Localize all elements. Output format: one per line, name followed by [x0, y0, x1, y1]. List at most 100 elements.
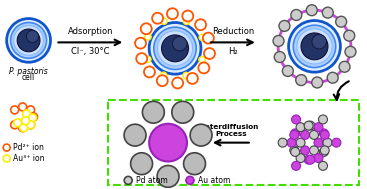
- Circle shape: [336, 16, 347, 27]
- Circle shape: [154, 27, 196, 70]
- Circle shape: [296, 138, 305, 147]
- Circle shape: [145, 56, 151, 63]
- Circle shape: [322, 7, 333, 18]
- Circle shape: [14, 119, 22, 127]
- Circle shape: [149, 22, 201, 74]
- Circle shape: [172, 77, 183, 88]
- Circle shape: [3, 155, 10, 162]
- Circle shape: [327, 72, 338, 83]
- Circle shape: [145, 34, 151, 40]
- Circle shape: [332, 138, 341, 147]
- Circle shape: [26, 121, 34, 129]
- Circle shape: [131, 153, 153, 175]
- Circle shape: [172, 36, 187, 51]
- Circle shape: [19, 103, 26, 111]
- Circle shape: [288, 21, 341, 72]
- Circle shape: [320, 130, 329, 139]
- Circle shape: [292, 115, 301, 124]
- Circle shape: [199, 57, 205, 63]
- Text: Interdiffusion
Process: Interdiffusion Process: [203, 124, 259, 137]
- Circle shape: [161, 18, 167, 24]
- Circle shape: [182, 11, 193, 22]
- Text: Pd atom: Pd atom: [136, 176, 168, 185]
- Circle shape: [203, 33, 214, 44]
- Circle shape: [199, 34, 206, 40]
- Circle shape: [312, 77, 323, 88]
- Circle shape: [184, 153, 206, 175]
- Circle shape: [301, 130, 309, 139]
- Circle shape: [198, 63, 209, 73]
- Circle shape: [309, 130, 319, 139]
- Circle shape: [319, 161, 327, 170]
- Circle shape: [291, 147, 300, 156]
- Circle shape: [187, 73, 198, 84]
- Circle shape: [309, 146, 319, 155]
- Circle shape: [186, 176, 194, 184]
- Circle shape: [136, 53, 147, 64]
- Circle shape: [296, 75, 307, 86]
- Circle shape: [29, 114, 37, 122]
- Circle shape: [282, 66, 293, 76]
- Circle shape: [190, 124, 212, 146]
- Text: Cl⁻, 30°C: Cl⁻, 30°C: [71, 47, 110, 56]
- Circle shape: [26, 106, 34, 114]
- Circle shape: [204, 48, 215, 59]
- Circle shape: [296, 123, 305, 132]
- Circle shape: [304, 155, 313, 164]
- Circle shape: [141, 23, 152, 34]
- Circle shape: [339, 61, 350, 72]
- Circle shape: [157, 166, 179, 187]
- Circle shape: [144, 67, 155, 77]
- Circle shape: [291, 129, 300, 138]
- Circle shape: [290, 146, 299, 155]
- Circle shape: [142, 101, 164, 123]
- Text: Reduction: Reduction: [212, 27, 254, 36]
- Circle shape: [195, 19, 206, 30]
- Circle shape: [306, 155, 315, 164]
- Circle shape: [149, 124, 187, 162]
- Circle shape: [319, 147, 328, 156]
- Circle shape: [312, 34, 326, 49]
- Circle shape: [287, 138, 296, 147]
- Circle shape: [290, 130, 299, 139]
- Circle shape: [314, 123, 323, 132]
- Circle shape: [291, 9, 302, 20]
- Text: Adsorption: Adsorption: [68, 27, 113, 36]
- Circle shape: [17, 29, 40, 52]
- Circle shape: [30, 113, 37, 121]
- Circle shape: [314, 138, 323, 147]
- Circle shape: [183, 18, 190, 25]
- Circle shape: [11, 121, 19, 129]
- Text: cell: cell: [22, 73, 35, 82]
- Circle shape: [273, 36, 284, 46]
- Circle shape: [14, 26, 44, 55]
- Circle shape: [152, 13, 163, 24]
- Circle shape: [7, 19, 51, 62]
- Circle shape: [26, 30, 39, 43]
- Circle shape: [320, 146, 329, 155]
- Text: Pd²⁺ ion: Pd²⁺ ion: [12, 143, 44, 152]
- Circle shape: [19, 124, 28, 132]
- Circle shape: [124, 124, 146, 146]
- Circle shape: [314, 154, 323, 163]
- Text: Au³⁺ ion: Au³⁺ ion: [12, 154, 44, 163]
- Circle shape: [292, 161, 301, 170]
- Circle shape: [23, 110, 30, 118]
- Circle shape: [293, 25, 336, 67]
- Text: Au atom: Au atom: [198, 176, 230, 185]
- Circle shape: [161, 35, 189, 62]
- Circle shape: [135, 38, 146, 49]
- Text: P. pastoris: P. pastoris: [9, 67, 48, 76]
- Circle shape: [296, 154, 305, 163]
- Text: H₂: H₂: [228, 47, 237, 56]
- Circle shape: [319, 115, 327, 124]
- Circle shape: [297, 29, 332, 64]
- Circle shape: [274, 52, 285, 63]
- Circle shape: [319, 129, 328, 138]
- Circle shape: [279, 20, 290, 31]
- Circle shape: [323, 138, 332, 147]
- Circle shape: [3, 144, 10, 151]
- Circle shape: [22, 117, 30, 125]
- Circle shape: [26, 121, 34, 129]
- Circle shape: [306, 121, 315, 130]
